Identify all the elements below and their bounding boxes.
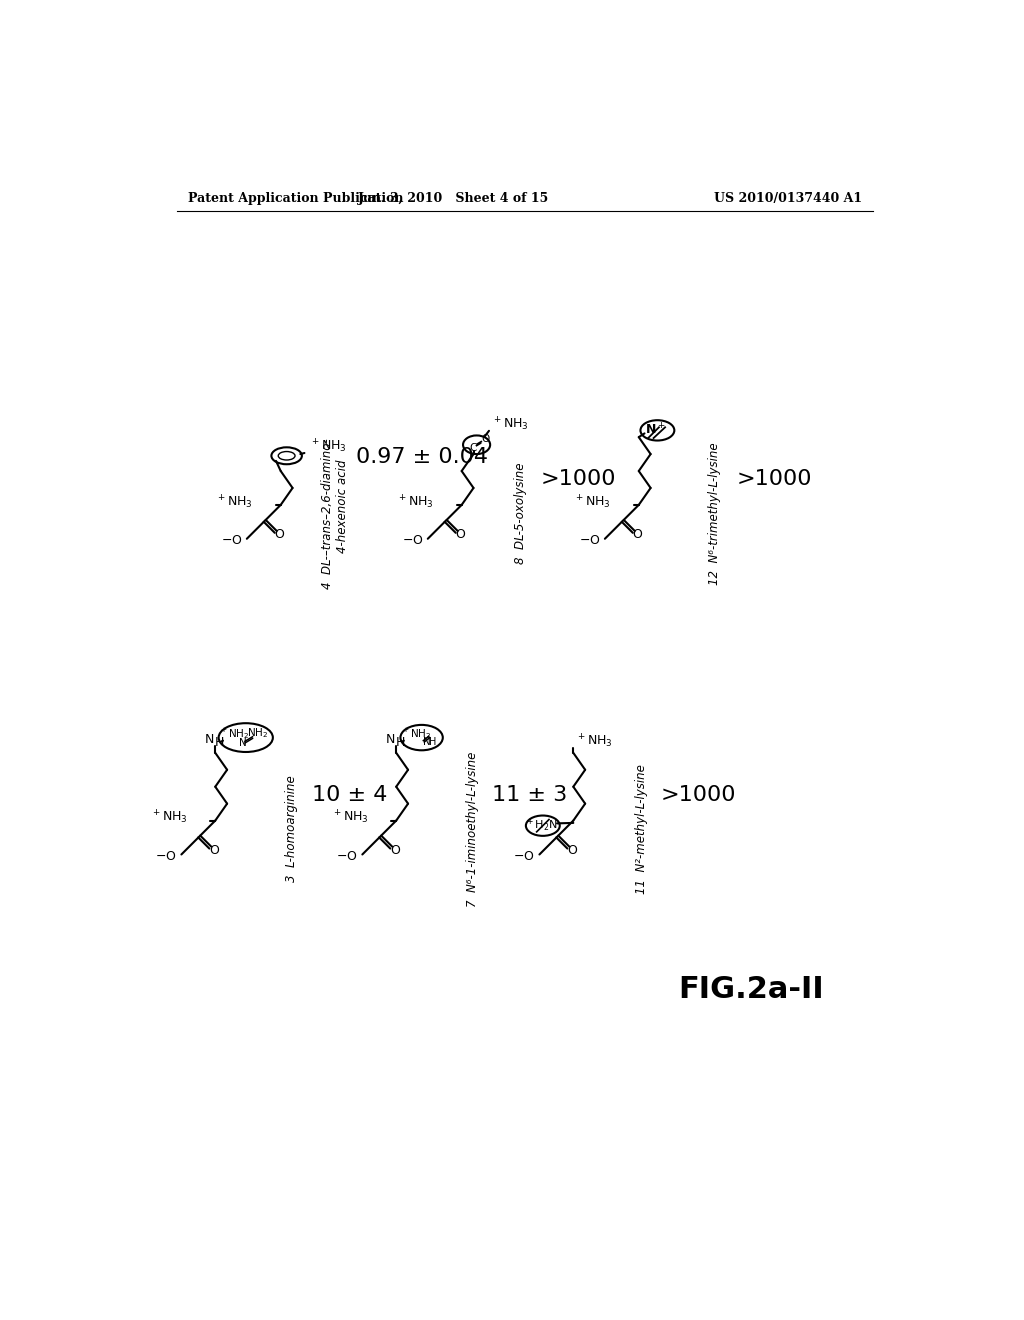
Text: $-$O: $-$O <box>156 850 177 862</box>
Text: $-$O: $-$O <box>579 533 600 546</box>
Text: O: O <box>274 528 285 541</box>
Text: 11  N²-methyl-L-lysine: 11 N²-methyl-L-lysine <box>635 764 647 894</box>
Text: $^+$NH$_2$: $^+$NH$_2$ <box>401 726 432 741</box>
Text: 4  DL-–trans–2,6-diamino-
    4-hexenoic acid: 4 DL-–trans–2,6-diamino- 4-hexenoic acid <box>321 438 349 589</box>
Text: Jun. 3, 2010   Sheet 4 of 15: Jun. 3, 2010 Sheet 4 of 15 <box>358 191 550 205</box>
Text: >1000: >1000 <box>541 470 616 490</box>
Text: $^+$NH$_3$: $^+$NH$_3$ <box>216 494 253 511</box>
Text: $-$O: $-$O <box>401 533 423 546</box>
Text: H: H <box>429 737 436 747</box>
Text: FIG.2a-II: FIG.2a-II <box>678 975 823 1005</box>
Text: N: N <box>205 734 214 746</box>
Text: 3  L-homoarginine: 3 L-homoarginine <box>285 776 298 883</box>
Text: H: H <box>395 737 404 750</box>
Text: $^+$NH$_2$: $^+$NH$_2$ <box>219 726 249 741</box>
Text: NH$_2$: NH$_2$ <box>247 726 268 741</box>
Text: Patent Application Publication: Patent Application Publication <box>188 191 403 205</box>
Text: $^+$NH$_3$: $^+$NH$_3$ <box>575 733 612 750</box>
Text: >1000: >1000 <box>662 785 736 805</box>
Text: $-$O: $-$O <box>220 533 243 546</box>
Text: $^+$H$_2$N: $^+$H$_2$N <box>525 817 558 834</box>
Text: 10 ± 4: 10 ± 4 <box>311 785 387 805</box>
Text: $^+$NH$_3$: $^+$NH$_3$ <box>310 437 346 455</box>
Text: 8  DL-5-oxolysine: 8 DL-5-oxolysine <box>514 462 527 564</box>
Text: O: O <box>456 528 465 541</box>
Text: O: O <box>209 843 219 857</box>
Text: 0.97 ± 0.04: 0.97 ± 0.04 <box>356 447 488 467</box>
Text: N: N <box>240 738 247 747</box>
Text: 7  N⁶-1-iminoethyl-L-lysine: 7 N⁶-1-iminoethyl-L-lysine <box>466 751 479 907</box>
Text: $^+$NH$_3$: $^+$NH$_3$ <box>397 494 433 511</box>
Text: $^+$NH$_3$: $^+$NH$_3$ <box>332 809 368 826</box>
Text: O: O <box>481 433 489 444</box>
Text: C: C <box>469 442 476 453</box>
Text: 11 ± 3: 11 ± 3 <box>493 785 567 805</box>
Text: O: O <box>390 843 399 857</box>
Text: N$^+$: N$^+$ <box>645 422 666 438</box>
Text: O: O <box>567 843 577 857</box>
Text: >1000: >1000 <box>736 470 812 490</box>
Text: 12  N⁶-trimethyl-L-lysine: 12 N⁶-trimethyl-L-lysine <box>709 442 722 585</box>
Text: $-$O: $-$O <box>513 850 535 862</box>
Text: $^+$NH$_3$: $^+$NH$_3$ <box>493 416 528 433</box>
Text: N: N <box>423 737 430 747</box>
Text: N: N <box>385 734 394 746</box>
Text: O: O <box>633 528 642 541</box>
Text: H: H <box>215 737 224 750</box>
Text: $^+$NH$_3$: $^+$NH$_3$ <box>151 809 187 826</box>
Text: $-$O: $-$O <box>336 850 357 862</box>
Text: $^+$NH$_3$: $^+$NH$_3$ <box>574 494 610 511</box>
Text: US 2010/0137440 A1: US 2010/0137440 A1 <box>714 191 862 205</box>
